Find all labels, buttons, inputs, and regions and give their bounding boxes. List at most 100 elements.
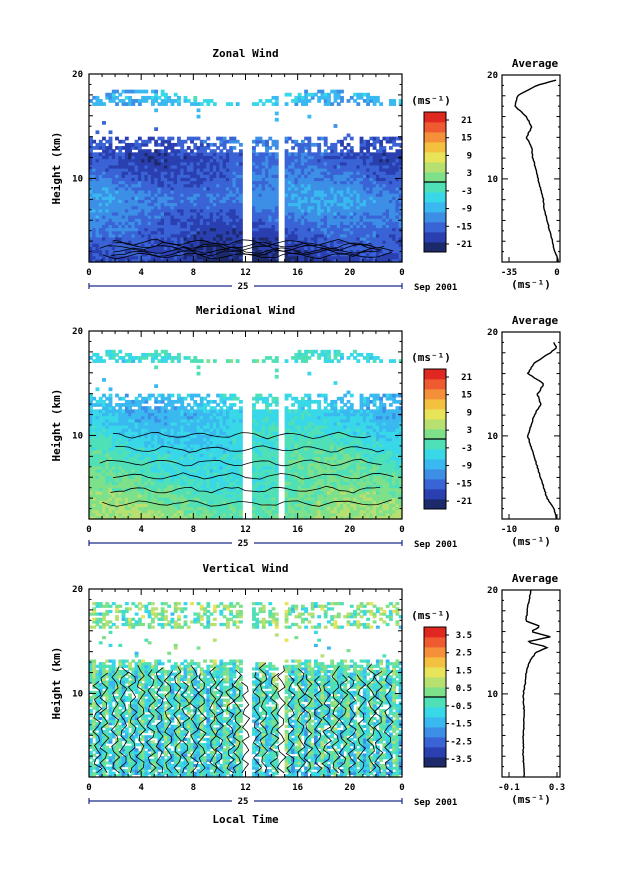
heatmap-cell [137,425,142,429]
heatmap-cell [225,183,230,188]
heatmap-cell [372,158,377,163]
heatmap-cell [294,221,299,225]
heatmap-cell [137,475,142,479]
heatmap-cell [108,396,113,401]
heatmap-cell [235,152,240,157]
heatmap-cell [121,180,126,185]
heatmap-cell [379,164,384,169]
heatmap-cell [349,152,354,157]
heatmap-cell [304,174,309,178]
heatmap-cell [134,497,139,501]
heatmap-cell [89,356,93,360]
heatmap-cell [252,146,256,150]
heatmap-cell [287,180,292,185]
heatmap-cell [385,243,390,247]
heatmap-cell [229,155,234,160]
heatmap-cell [121,227,126,232]
heatmap-cell [222,136,227,141]
heatmap-cell [108,475,113,479]
heatmap-cell [150,208,155,213]
heatmap-cell [105,218,110,222]
heatmap-cell [330,215,335,219]
heatmap-cell [255,152,260,157]
heatmap-cell [252,240,256,244]
heatmap-cell [291,215,296,219]
heatmap-cell [385,240,390,244]
heatmap-cell [157,164,162,169]
heatmap-cell [105,258,110,263]
heatmap-cell [177,139,181,144]
heatmap-cell [190,168,194,172]
heatmap-cell [258,99,263,103]
heatmap-cell [388,240,393,244]
heatmap-cell [287,227,292,232]
heatmap-cell [219,230,224,235]
heatmap-cell [102,249,106,254]
heatmap-cell [258,224,263,229]
heatmap-cell [346,249,351,254]
heatmap-cell [128,497,132,501]
heatmap-cell [327,208,331,213]
heatmap-cell [287,193,292,197]
heatmap-cell [291,164,296,169]
heatmap-cell [310,186,315,191]
heatmap-cell [150,95,155,100]
heatmap-cell [359,174,364,178]
heatmap-cell [307,227,312,232]
heatmap-cell [229,164,234,169]
heatmap-cell [124,440,129,445]
heatmap-cell [379,193,384,197]
heatmap-cell [193,218,198,222]
heatmap-cell [111,215,116,219]
heatmap-cell [265,180,269,185]
heatmap-cell [310,236,315,241]
heatmap-cell [89,205,93,210]
heatmap-cell [222,205,227,210]
heatmap-cell [203,149,207,153]
heatmap-cell [98,236,103,241]
heatmap-cell [121,233,126,238]
heatmap-cell [395,152,400,157]
heatmap-cell [336,177,341,182]
heatmap-cell [317,158,322,163]
heatmap-cell [284,208,289,213]
heatmap-cell [108,459,113,464]
heatmap-cell [235,224,240,229]
heatmap-cell [167,171,172,175]
heatmap-cell [222,224,227,229]
heatmap-cell [336,161,341,166]
heatmap-cell [343,136,348,141]
heatmap-cell [128,403,132,407]
heatmap-cell [128,431,132,435]
colorbar-swatch [424,112,446,123]
heatmap-cell [261,211,266,216]
heatmap-cell [349,199,354,204]
heatmap-cell [118,484,123,489]
heatmap-cell [212,196,217,200]
heatmap-cell [160,236,165,241]
heatmap-cell [141,412,146,417]
heatmap-cell [219,205,224,210]
heatmap-cell [144,240,149,244]
heatmap-cell [102,218,106,222]
heatmap-cell [121,497,126,501]
heatmap-cell [372,224,377,229]
heatmap-cell [287,233,292,238]
heatmap-cell [206,211,211,216]
heatmap-cell [95,177,100,182]
heatmap-cell [203,205,207,210]
heatmap-cell [98,180,103,185]
heatmap-cell [118,180,123,185]
heatmap-cell [307,252,312,257]
heatmap-cell [157,189,162,194]
heatmap-cell [95,243,100,247]
heatmap-cell [317,233,322,238]
heatmap-cell [92,421,97,426]
heatmap-cell [225,230,230,235]
heatmap-cell [92,255,97,260]
heatmap-cell [186,193,191,197]
heatmap-cell [95,218,100,222]
heatmap-cell [320,168,325,172]
heatmap-cell [154,418,159,423]
heatmap-cell [209,180,214,185]
